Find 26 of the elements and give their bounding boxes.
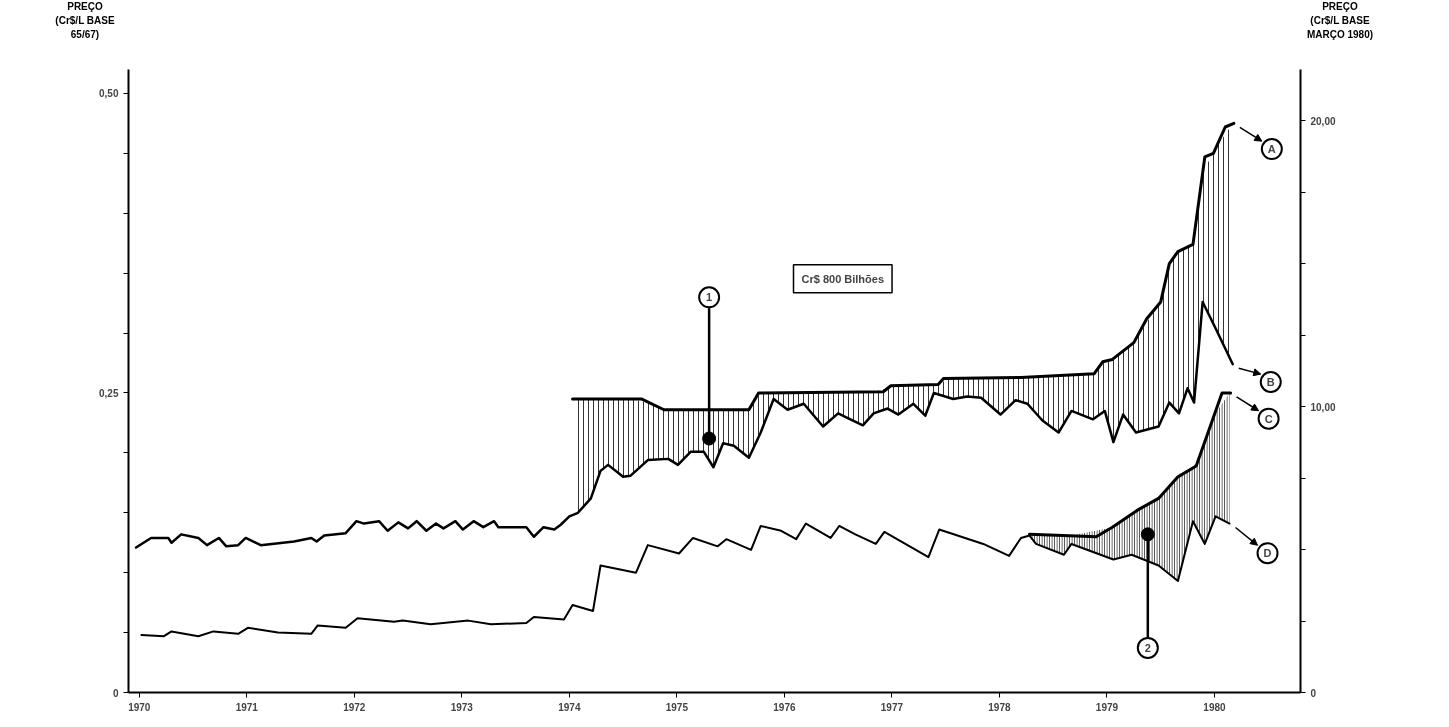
y2-tick-label: 10,00: [1310, 401, 1336, 413]
annotation: 2: [1144, 641, 1151, 654]
x-tick-label: 1976: [773, 701, 796, 713]
annotation: B: [1266, 376, 1275, 388]
annotation: D: [1263, 547, 1272, 560]
x-tick-label: 1977: [880, 701, 904, 713]
x-tick-label: 1970: [128, 701, 151, 713]
annotation: Cr$ 800 Bilhões: [801, 272, 885, 285]
x-tick-label: 1974: [558, 701, 581, 713]
y2-tick-label: 0: [1310, 687, 1317, 699]
x-tick-label: 1979: [1095, 701, 1119, 713]
annotation: A: [1267, 143, 1276, 156]
x-tick-label: 1972: [343, 701, 366, 713]
annotation: C: [1264, 412, 1273, 425]
x-tick-label: 1980: [1203, 701, 1227, 713]
x-tick-label: 1973: [450, 701, 474, 713]
y-tick-label: 0: [112, 687, 119, 699]
y2-tick-label: 20,00: [1310, 115, 1336, 127]
y2-axis-title: PREÇO (Cr$/L BASE MARÇO 1980): [1306, 0, 1374, 42]
y-tick-label: 0,50: [99, 88, 119, 100]
x-tick-label: 1971: [235, 701, 259, 713]
y-axis-title: PREÇO (Cr$/L BASE 65/67): [55, 0, 115, 42]
y-tick-label: 0,25: [99, 387, 119, 399]
annotation: 1: [706, 291, 713, 304]
x-tick-label: 1978: [988, 701, 1011, 713]
x-tick-label: 1975: [665, 701, 689, 713]
